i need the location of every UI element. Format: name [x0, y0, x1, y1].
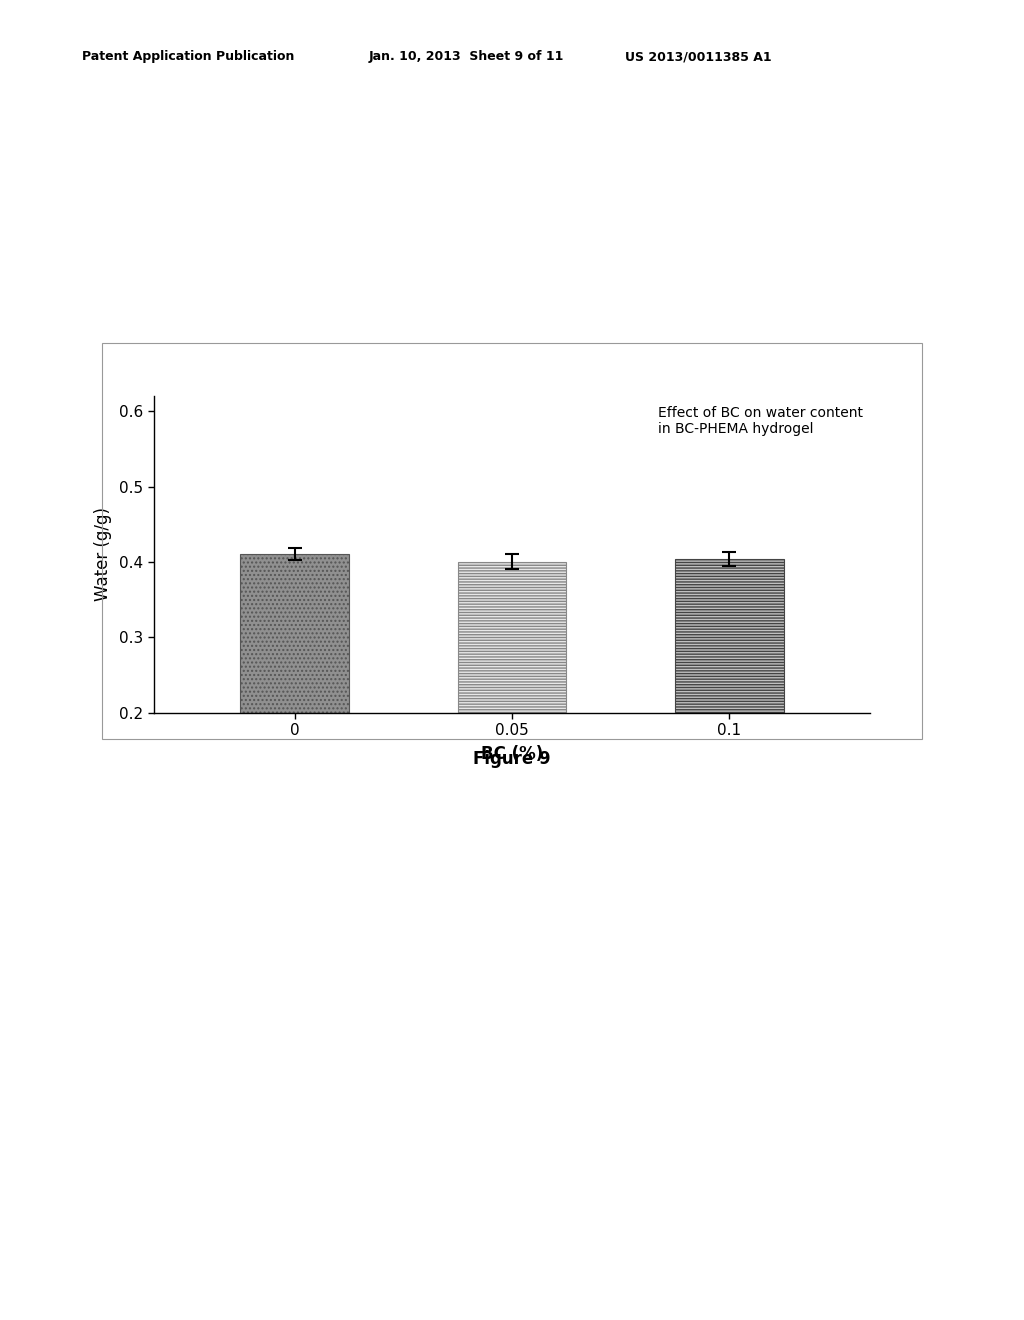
Bar: [241, 554, 349, 713]
Bar: [675, 558, 783, 713]
Text: Effect of BC on water content
in BC-PHEMA hydrogel: Effect of BC on water content in BC-PHEM…: [658, 405, 863, 436]
Text: Jan. 10, 2013  Sheet 9 of 11: Jan. 10, 2013 Sheet 9 of 11: [369, 50, 564, 63]
Y-axis label: Water (g/g): Water (g/g): [94, 507, 112, 602]
X-axis label: BC (%): BC (%): [481, 746, 543, 763]
Text: Patent Application Publication: Patent Application Publication: [82, 50, 294, 63]
Text: Figure 9: Figure 9: [473, 750, 551, 768]
Text: US 2013/0011385 A1: US 2013/0011385 A1: [625, 50, 771, 63]
Bar: [458, 562, 566, 713]
